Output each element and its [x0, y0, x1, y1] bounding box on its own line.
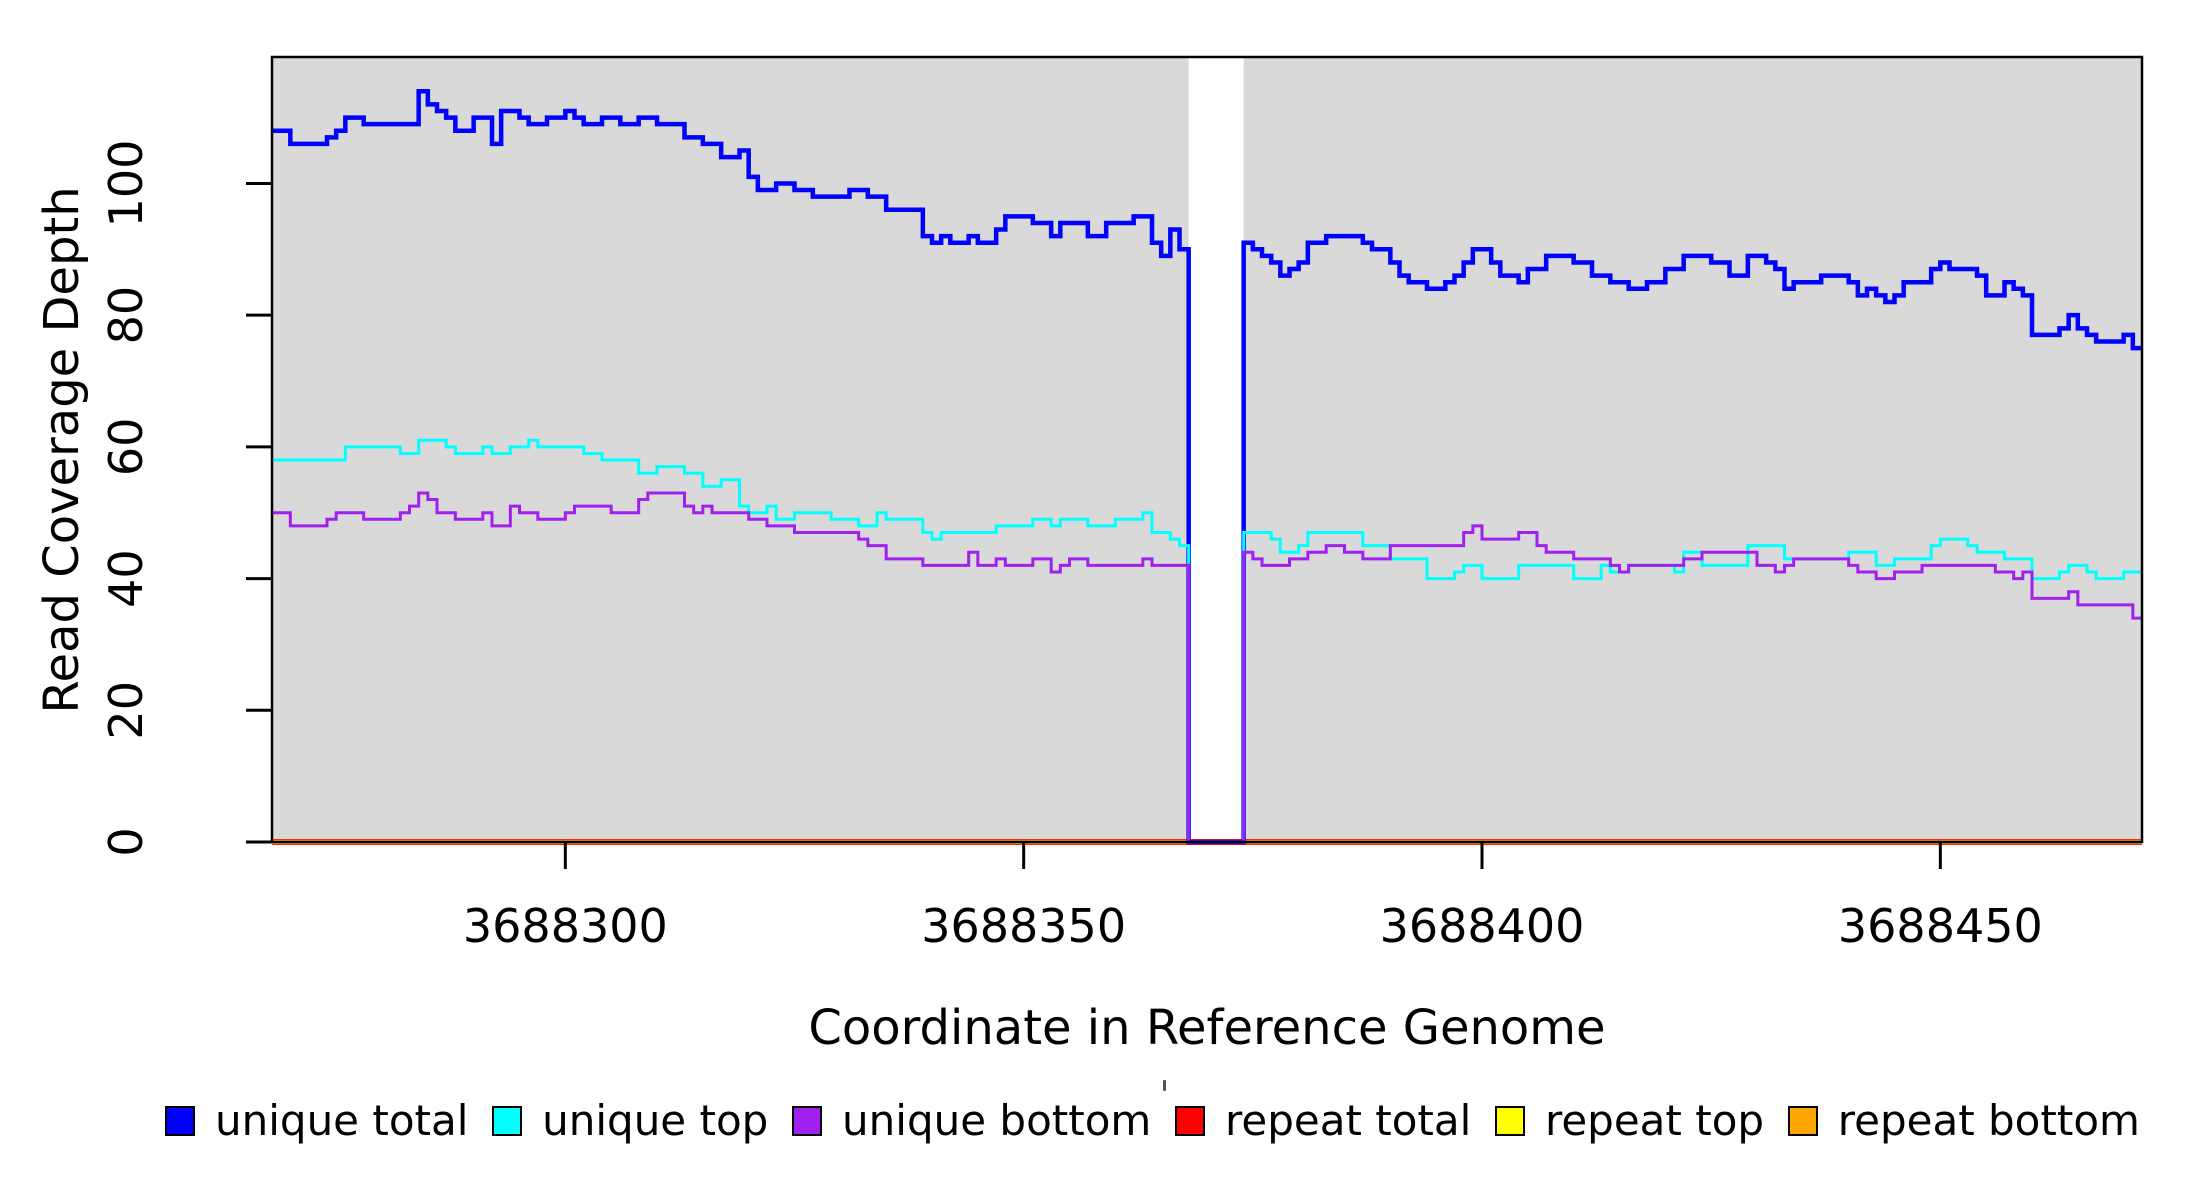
- y-tick-label: 100: [99, 140, 153, 228]
- legend-label-unique-top: unique top: [542, 1096, 769, 1145]
- series-line-unique-bottom: [272, 491, 2142, 844]
- legend-label-repeat-total: repeat total: [1225, 1096, 1472, 1145]
- legend-label-unique-bottom: unique bottom: [842, 1096, 1152, 1145]
- chart-legend: unique total unique top unique bottom repea…: [165, 1096, 2140, 1145]
- legend-item-unique-total: unique total: [165, 1096, 468, 1145]
- x-tick-label: 3688300: [463, 899, 668, 953]
- y-tick-label: 40: [99, 549, 153, 608]
- stray-artifact-mark: [1163, 1080, 1166, 1091]
- y-tick-label: 80: [99, 286, 153, 345]
- legend-swatch-repeat-bottom: [1787, 1105, 1818, 1136]
- legend-label-unique-total: unique total: [215, 1096, 469, 1145]
- legend-swatch-unique-bottom: [792, 1105, 823, 1136]
- y-tick-label: 0: [99, 827, 153, 856]
- legend-swatch-repeat-total: [1175, 1105, 1206, 1136]
- legend-swatch-unique-top: [492, 1105, 523, 1136]
- legend-item-unique-top: unique top: [492, 1096, 768, 1145]
- x-tick-label: 3688350: [921, 899, 1126, 953]
- legend-swatch-unique-total: [165, 1105, 195, 1136]
- legend-label-repeat-top: repeat top: [1545, 1096, 1765, 1145]
- x-tick-label: 3688400: [1380, 899, 1585, 953]
- x-tick-label: 3688450: [1838, 899, 2043, 953]
- y-tick-label: 60: [99, 418, 153, 477]
- series-line-unique-total: [272, 88, 2142, 845]
- legend-item-repeat-bottom: repeat bottom: [1787, 1096, 2140, 1145]
- legend-item-repeat-total: repeat total: [1175, 1096, 1471, 1145]
- x-axis-title: Coordinate in Reference Genome: [808, 1000, 1605, 1056]
- plot-border: [270, 55, 2144, 844]
- coverage-gap-region: [1188, 57, 1244, 842]
- legend-swatch-repeat-top: [1495, 1105, 1525, 1136]
- legend-item-repeat-top: repeat top: [1495, 1096, 1764, 1145]
- series-line-unique-top: [272, 438, 2142, 844]
- y-tick-label: 20: [99, 681, 153, 740]
- legend-item-unique-bottom: unique bottom: [792, 1096, 1151, 1145]
- y-axis-title: Read Coverage Depth: [34, 186, 90, 713]
- legend-label-repeat-bottom: repeat bottom: [1837, 1096, 2140, 1145]
